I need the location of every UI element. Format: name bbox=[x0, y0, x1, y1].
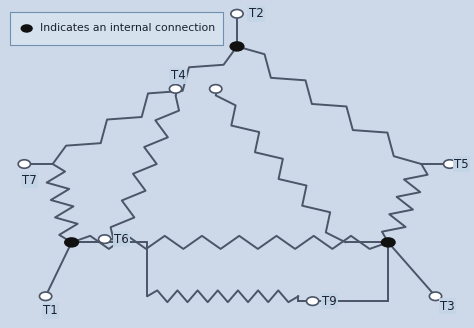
Circle shape bbox=[99, 235, 111, 243]
Circle shape bbox=[20, 24, 33, 33]
Circle shape bbox=[18, 160, 30, 168]
Circle shape bbox=[444, 160, 456, 168]
Text: T7: T7 bbox=[22, 174, 36, 187]
Circle shape bbox=[231, 10, 243, 18]
Text: T2: T2 bbox=[249, 7, 264, 20]
FancyBboxPatch shape bbox=[10, 12, 223, 45]
Circle shape bbox=[64, 237, 79, 248]
Circle shape bbox=[169, 85, 182, 93]
Text: T9: T9 bbox=[322, 295, 337, 308]
Text: Indicates an internal connection: Indicates an internal connection bbox=[40, 24, 215, 33]
Circle shape bbox=[307, 297, 319, 305]
Circle shape bbox=[39, 292, 52, 300]
Circle shape bbox=[381, 237, 396, 248]
Text: T4: T4 bbox=[171, 69, 186, 82]
Circle shape bbox=[210, 85, 222, 93]
Text: T5: T5 bbox=[455, 157, 469, 171]
Circle shape bbox=[429, 292, 442, 300]
Text: T3: T3 bbox=[440, 299, 455, 313]
Text: T6: T6 bbox=[114, 233, 129, 246]
Circle shape bbox=[229, 41, 245, 51]
Text: T1: T1 bbox=[43, 304, 58, 318]
